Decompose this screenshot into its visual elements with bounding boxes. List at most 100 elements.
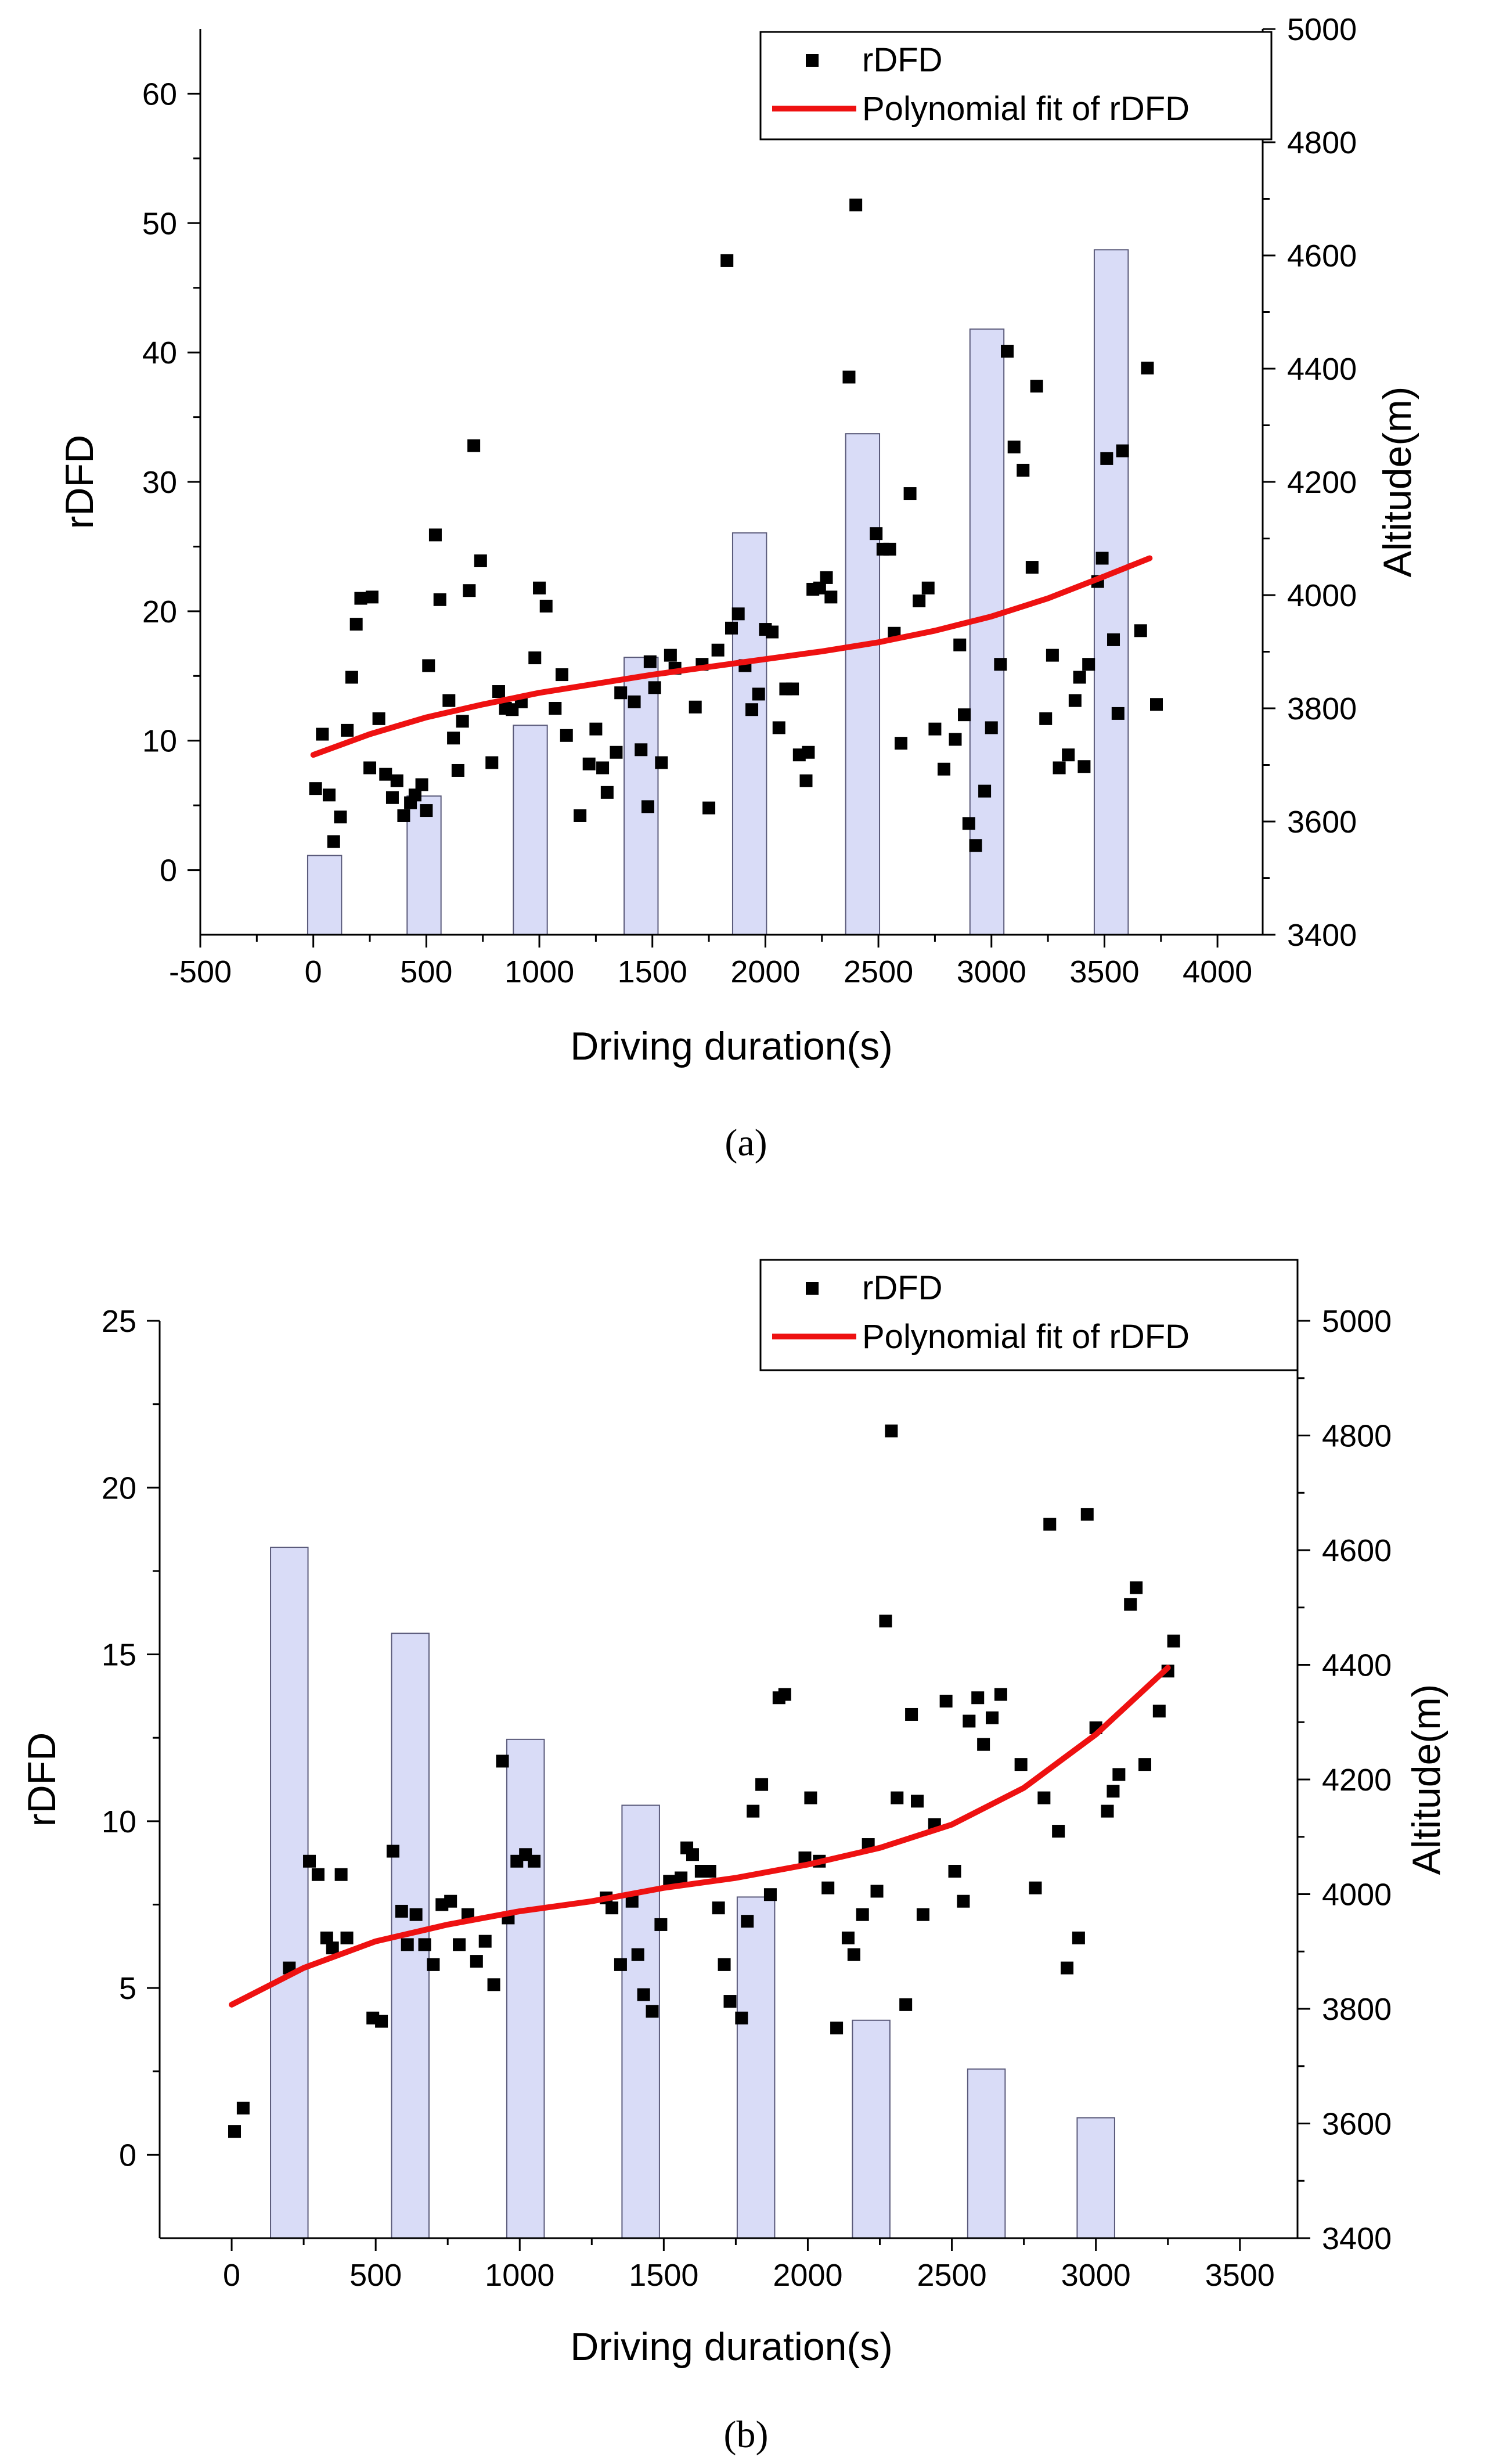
- data-point: [1077, 760, 1091, 773]
- y2-tick-label: 3600: [1287, 805, 1357, 840]
- data-point: [711, 643, 725, 657]
- data-point: [703, 1865, 716, 1878]
- altitude-bar: [731, 532, 767, 935]
- figure-caption: (b): [724, 2413, 769, 2456]
- y-axis-label: rDFD: [57, 435, 102, 529]
- data-point: [447, 732, 460, 745]
- data-point: [363, 761, 377, 774]
- data-point: [1101, 1804, 1114, 1818]
- data-point: [322, 788, 336, 802]
- data-point: [723, 1995, 737, 2008]
- y2-tick-label: 5000: [1287, 12, 1357, 47]
- data-point: [453, 1938, 466, 1951]
- data-point: [986, 1711, 999, 1724]
- data-point: [1116, 444, 1129, 458]
- data-point: [635, 743, 648, 757]
- y2-tick-label: 5000: [1322, 1304, 1392, 1339]
- data-point: [725, 621, 738, 635]
- x-tick-label: 2500: [917, 2258, 986, 2293]
- y-tick-label: 10: [102, 1804, 136, 1839]
- data-point: [1014, 1758, 1028, 1771]
- data-point: [409, 1908, 423, 1921]
- x-tick-label: 3500: [1069, 954, 1139, 989]
- y2-tick-label: 3600: [1322, 2107, 1392, 2142]
- y2-axis-label: Altitude(m): [1375, 387, 1419, 578]
- data-point: [798, 1851, 812, 1865]
- data-point: [1072, 1931, 1085, 1944]
- data-point: [1030, 380, 1043, 393]
- data-point: [334, 1868, 348, 1881]
- altitude-bar: [736, 1896, 776, 2239]
- x-tick-label: 1500: [629, 2258, 698, 2293]
- data-point: [820, 571, 833, 584]
- data-point: [555, 668, 568, 682]
- y2-tick-label: 4200: [1287, 465, 1357, 500]
- data-point: [470, 1955, 483, 1968]
- data-point: [720, 254, 734, 267]
- data-point: [891, 1791, 904, 1804]
- data-point: [1107, 633, 1120, 646]
- data-point: [422, 659, 435, 672]
- data-point: [786, 682, 799, 696]
- data-point: [582, 757, 596, 770]
- altitude-bar: [967, 2068, 1006, 2239]
- x-tick-label: 3000: [1061, 2258, 1131, 2293]
- y2-tick-label: 4600: [1287, 239, 1357, 273]
- x-tick-label: 3000: [957, 954, 1026, 989]
- data-point: [625, 1894, 639, 1908]
- chart-a: -500 0 500 1000 1500 2000 2500 3000 3500 4000 0 10 2…: [57, 12, 1419, 1164]
- data-point: [236, 2101, 250, 2114]
- data-point: [772, 721, 785, 734]
- legend: rDFD Polynomial fit of rDFD: [759, 1259, 1299, 1371]
- legend-line-label: Polynomial fit of rDFD: [862, 90, 1190, 128]
- data-point: [841, 1931, 855, 1944]
- data-point: [939, 1694, 953, 1707]
- altitude-bar: [969, 328, 1005, 935]
- x-tick-label: 0: [305, 954, 322, 989]
- data-point: [379, 768, 392, 781]
- data-point: [600, 786, 614, 799]
- data-point: [916, 1908, 929, 1921]
- data-point: [689, 700, 702, 714]
- legend: rDFD Polynomial fit of rDFD: [759, 31, 1273, 141]
- data-point: [478, 1935, 492, 1948]
- data-point: [311, 1868, 325, 1881]
- data-point: [401, 1938, 414, 1951]
- data-point: [702, 801, 716, 815]
- data-point: [418, 1938, 431, 1951]
- data-point: [1001, 344, 1014, 358]
- fit-line: [310, 555, 1153, 758]
- data-point: [847, 1948, 860, 1961]
- fit-line: [229, 1665, 1171, 2008]
- data-point: [327, 835, 340, 848]
- altitude-bar: [1093, 249, 1129, 935]
- altitude-bar: [513, 725, 548, 935]
- data-point: [1061, 1961, 1074, 1975]
- data-point: [340, 1931, 354, 1944]
- data-point: [487, 1978, 500, 1991]
- y-axis-label: rDFD: [20, 1732, 64, 1827]
- data-point: [985, 721, 998, 734]
- data-point: [813, 581, 826, 595]
- data-point: [1052, 1825, 1065, 1838]
- data-point: [895, 737, 908, 750]
- data-point: [655, 756, 668, 769]
- x-tick-label: 1000: [504, 954, 574, 989]
- x-tick-label: 2500: [844, 954, 913, 989]
- data-point: [821, 1881, 835, 1894]
- data-point: [456, 715, 469, 728]
- data-point: [1107, 1785, 1120, 1798]
- data-point: [755, 1778, 769, 1791]
- data-point: [921, 581, 935, 595]
- y-tick-label: 15: [102, 1638, 136, 1673]
- data-point: [1053, 761, 1066, 774]
- data-point: [905, 1707, 918, 1721]
- data-point: [451, 763, 464, 777]
- data-point: [496, 1755, 509, 1768]
- data-point: [637, 1988, 650, 2001]
- y2-tick-label: 3400: [1287, 918, 1357, 953]
- data-point: [1150, 698, 1163, 711]
- legend-scatter-marker: [806, 1282, 819, 1295]
- data-point: [1111, 707, 1125, 720]
